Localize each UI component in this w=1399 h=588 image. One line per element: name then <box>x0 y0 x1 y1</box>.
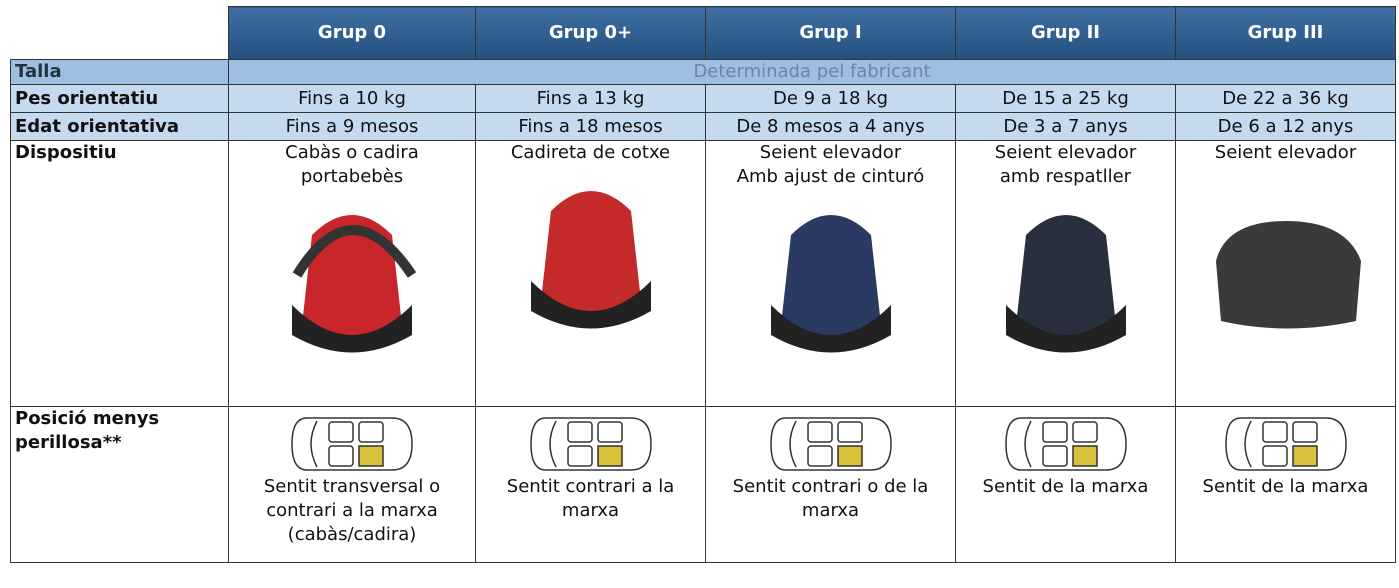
table-cell: De 15 a 25 kg <box>955 84 1176 113</box>
table-cell: Sentit contrari a la marxa <box>475 406 706 563</box>
text-line: Sentit de la marxa <box>1202 476 1369 497</box>
text-line: Cabàs o cadira <box>285 142 419 163</box>
seat-table: Grup 0 Grup 0+ Grup I Grup II Grup III Talla D… <box>10 6 1396 563</box>
cell-text: De 22 a 36 kg <box>1222 87 1349 109</box>
cell-text: Seient elevador <box>1180 141 1391 165</box>
seat-image <box>292 215 417 353</box>
text-line: amb respatller <box>999 166 1132 187</box>
cell-text: De 15 a 25 kg <box>1002 87 1129 109</box>
table-cell: Sentit contrari o de la marxa <box>705 406 956 563</box>
cell-text: De 9 a 18 kg <box>772 87 889 109</box>
cell-text: Fins a 10 kg <box>298 87 406 109</box>
cell-text: Sentit de la marxa <box>1180 475 1391 499</box>
text-line: Sentit de la marxa <box>982 476 1149 497</box>
table-cell: Fins a 13 kg <box>475 84 706 113</box>
cell-text: Sentit de la marxa <box>960 475 1171 499</box>
car-icon <box>529 417 652 471</box>
corner <box>11 7 229 60</box>
table-cell: Fins a 10 kg <box>228 84 476 113</box>
table-cell: Determinada pel fabricant <box>228 59 1396 85</box>
column-header: Grup I <box>705 6 956 60</box>
column-header: Grup 0+ <box>475 6 706 60</box>
table-cell: Seient elevador Amb ajust de cinturó <box>705 140 956 407</box>
column-header: Grup III <box>1175 6 1396 60</box>
text-line: Cadireta de cotxe <box>510 142 671 163</box>
table-cell: De 3 a 7 anys <box>955 112 1176 141</box>
table-cell: Cadireta de cotxe <box>475 140 706 407</box>
cell-text: Sentit contrari a la marxa <box>480 475 701 523</box>
cell-text: Fins a 18 mesos <box>518 115 663 137</box>
seat-image <box>1215 221 1361 329</box>
table-row: Posició menys perillosa** Sentit transvers… <box>10 406 1396 563</box>
car-icon <box>291 417 413 471</box>
seat-image <box>530 191 651 329</box>
cell-text: Cabàs o cadira portabebès <box>233 141 471 189</box>
table-cell: De 9 a 18 kg <box>705 84 956 113</box>
car-icon <box>769 417 892 471</box>
column-header: Grup 0 <box>228 6 476 60</box>
row-label: Posició menys perillosa** <box>10 406 229 563</box>
row-label: Talla <box>10 59 229 85</box>
text-line: perillosa** <box>15 432 122 453</box>
table-cell: Seient elevador <box>1175 140 1396 407</box>
text-line: Sentit contrari o de la <box>732 476 929 497</box>
text-line: Seient elevador <box>1214 142 1357 163</box>
cell-text: De 6 a 12 anys <box>1217 115 1354 137</box>
seat-image <box>770 215 891 353</box>
text-line: (cabàs/cadira) <box>287 524 417 545</box>
cell-text: Seient elevador Amb ajust de cinturó <box>710 141 951 189</box>
table-row: Dispositiu Cabàs o cadira portabebès Cadire… <box>10 140 1396 407</box>
table-cell: Cabàs o cadira portabebès <box>228 140 476 407</box>
table-cell: Sentit de la marxa <box>955 406 1176 563</box>
row-label: Dispositiu <box>10 140 229 407</box>
cell-text: Determinada pel fabricant <box>693 61 931 82</box>
text-line: portabebès <box>300 166 404 187</box>
cell-text: De 8 mesos a 4 anys <box>736 115 925 137</box>
table-cell: De 22 a 36 kg <box>1175 84 1396 113</box>
car-icon <box>1004 417 1127 471</box>
table-cell: De 6 a 12 anys <box>1175 112 1396 141</box>
table-cell: Seient elevador amb respatller <box>955 140 1176 407</box>
row-label: Pes orientatiu <box>10 84 229 113</box>
table-cell: De 8 mesos a 4 anys <box>705 112 956 141</box>
text-line: Seient elevador <box>994 142 1137 163</box>
text-line: Sentit transversal o <box>263 476 441 497</box>
text-line: marxa <box>561 500 620 521</box>
cell-text: Seient elevador amb respatller <box>960 141 1171 189</box>
cell-text: Sentit transversal o contrari a la marxa (… <box>233 475 471 547</box>
table-row: Pes orientatiu Fins a 10 kg Fins a 13 kg De… <box>10 84 1396 113</box>
table-row: Talla Determinada pel fabricant <box>10 59 1396 85</box>
text-line: Amb ajust de cinturó <box>736 166 925 187</box>
text-line: contrari a la marxa <box>266 500 438 521</box>
column-header: Grup II <box>955 6 1176 60</box>
header-row: Grup 0 Grup 0+ Grup I Grup II Grup III <box>11 6 1396 60</box>
cell-text: Cadireta de cotxe <box>480 141 701 165</box>
cell-text: Fins a 13 kg <box>536 87 645 109</box>
cell-text: Sentit contrari o de la marxa <box>710 475 951 523</box>
cell-text: Fins a 9 mesos <box>285 115 419 137</box>
text-line: Posició menys <box>15 408 160 429</box>
table-cell: Fins a 18 mesos <box>475 112 706 141</box>
text-line: Sentit contrari a la <box>506 476 675 497</box>
row-label: Edat orientativa <box>10 112 229 141</box>
table-cell: Sentit de la marxa <box>1175 406 1396 563</box>
seat-image <box>1005 215 1126 353</box>
cell-text: De 3 a 7 anys <box>1003 115 1128 137</box>
car-icon <box>1224 417 1347 471</box>
table-cell: Sentit transversal o contrari a la marxa (… <box>228 406 476 563</box>
table-cell: Fins a 9 mesos <box>228 112 476 141</box>
text-line: marxa <box>801 500 860 521</box>
text-line: Seient elevador <box>759 142 902 163</box>
table-row: Edat orientativa Fins a 9 mesos Fins a 18 … <box>10 112 1396 141</box>
